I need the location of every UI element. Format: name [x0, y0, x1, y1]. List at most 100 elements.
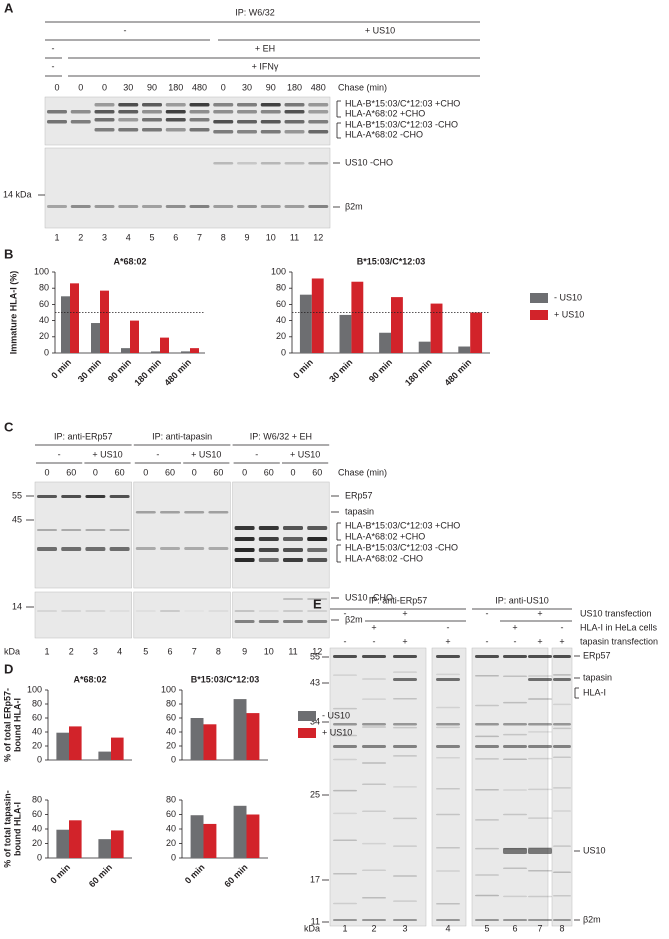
x-tick-label: 180 min [132, 357, 163, 388]
label: - [561, 622, 564, 632]
label: 4 [126, 232, 131, 242]
band [307, 537, 328, 541]
label: 0 [192, 467, 197, 477]
label: + [371, 622, 376, 632]
label: tapasin transfection [580, 636, 658, 646]
band [85, 529, 106, 531]
bar [246, 713, 260, 760]
x-tick-label: 60 min [222, 862, 249, 889]
band [475, 789, 499, 791]
label: 12 [312, 646, 322, 656]
bar [111, 737, 124, 760]
label: kDa [4, 646, 20, 656]
bar [56, 829, 69, 858]
y-tick-label: 100 [161, 684, 176, 694]
gel [551, 647, 573, 927]
band [528, 919, 552, 921]
band [393, 745, 417, 748]
x-tick-label: 0 min [49, 357, 73, 381]
y-tick-label: 40 [166, 823, 176, 833]
band [308, 120, 329, 124]
label: B [4, 246, 13, 261]
label: 14 [12, 601, 22, 611]
band [160, 511, 180, 514]
label: ERp57 [583, 650, 611, 660]
label: β2m [345, 201, 363, 211]
band [165, 110, 186, 114]
label: 6 [173, 232, 178, 242]
label: 7 [537, 923, 542, 933]
band [362, 783, 386, 785]
band [436, 788, 460, 790]
band [436, 678, 460, 681]
label: 180 [168, 82, 183, 92]
band [436, 847, 460, 849]
band [258, 548, 279, 552]
band [213, 205, 234, 208]
label: IP: anti-US10 [495, 595, 549, 605]
band [165, 205, 186, 208]
label: 9 [244, 232, 249, 242]
band [553, 674, 571, 676]
label: 480 [311, 82, 326, 92]
label: 60 [165, 467, 175, 477]
band [475, 819, 499, 821]
band [333, 902, 357, 905]
label: US10 transfection [580, 608, 652, 618]
label: C [4, 419, 14, 434]
label: 6 [167, 646, 172, 656]
band [553, 895, 571, 897]
band [475, 874, 499, 876]
label: kDa [304, 923, 320, 933]
band [234, 610, 255, 612]
band [70, 205, 91, 208]
band [393, 671, 417, 673]
label: ERp57 [345, 490, 373, 500]
band [142, 103, 162, 107]
band [528, 655, 552, 658]
label: IP: W6/32 [235, 7, 275, 17]
band [362, 678, 386, 680]
label: - [124, 25, 127, 35]
band [475, 655, 499, 658]
band [436, 757, 460, 759]
band [109, 495, 130, 498]
label: HLA-B*15:03/C*12:03 +CHO [345, 98, 460, 108]
band [553, 810, 571, 812]
band [85, 610, 106, 612]
bar [233, 805, 247, 858]
band [307, 620, 328, 623]
band [436, 726, 460, 729]
x-tick-label: 30 min [327, 357, 354, 384]
label: 3 [93, 646, 98, 656]
band [260, 120, 281, 124]
band [37, 529, 57, 531]
band [308, 103, 329, 107]
legend-label: + US10 [554, 309, 584, 319]
band [283, 598, 303, 600]
band [260, 130, 281, 134]
band [70, 120, 91, 124]
gel [44, 147, 331, 229]
y-axis-label: Immature HLA-I (%) [8, 271, 18, 355]
band [237, 205, 257, 208]
y-tick-label: 60 [32, 809, 42, 819]
y-tick-label: 0 [44, 347, 49, 357]
band [237, 103, 257, 107]
label: HLA-B*15:03/C*12:03 +CHO [345, 520, 460, 530]
bar [203, 724, 217, 760]
band [503, 733, 527, 736]
band [475, 758, 499, 760]
band [61, 529, 82, 531]
bar [233, 699, 247, 760]
label: 0 [242, 467, 247, 477]
legend-label: + US10 [322, 727, 352, 737]
label: 4 [117, 646, 122, 656]
label: 43 [310, 677, 320, 687]
label: - [344, 636, 347, 646]
label: 11 [290, 232, 299, 242]
band [528, 745, 552, 748]
y-tick-label: 20 [276, 331, 286, 341]
label: 11 [288, 646, 297, 656]
legend-label: - US10 [322, 710, 350, 720]
